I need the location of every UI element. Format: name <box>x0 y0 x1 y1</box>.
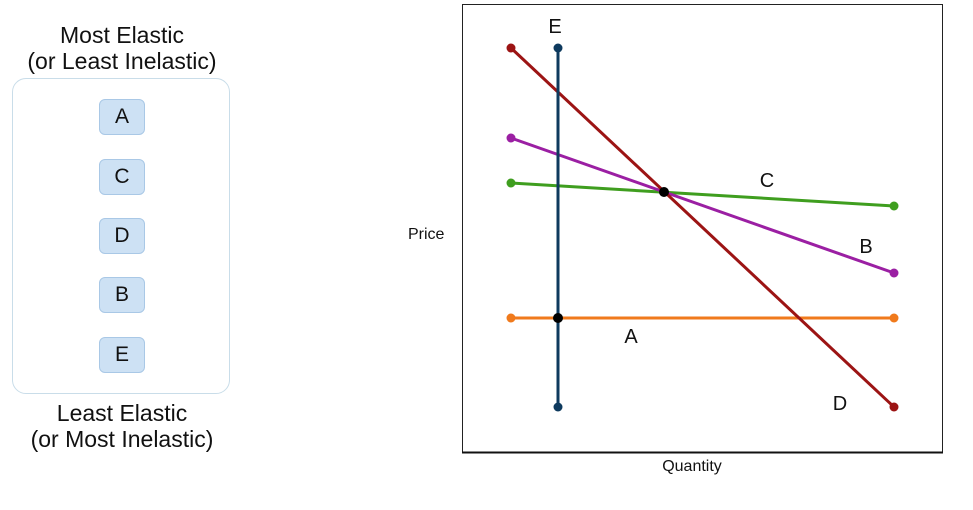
rank-chip-1[interactable]: A <box>99 99 145 135</box>
line-b-end-point[interactable] <box>889 268 899 278</box>
least-elastic-line1: Least Elastic <box>56 400 188 426</box>
line-a-start-point[interactable] <box>506 313 516 323</box>
line-c[interactable] <box>510 181 895 208</box>
most-elastic-line1: Most Elastic <box>60 22 184 48</box>
line-c-label: C <box>760 170 774 192</box>
x-axis-label: Quantity <box>662 458 722 475</box>
line-e-end-point[interactable] <box>553 402 563 412</box>
line-c-end-point[interactable] <box>889 201 899 211</box>
line-e-label: E <box>548 16 561 38</box>
line-a-label: A <box>624 326 638 348</box>
least-elastic-label: Least Elastic (or Most Inelastic) <box>0 400 244 452</box>
line-d-start-point[interactable] <box>506 43 516 53</box>
y-axis-label: Price <box>408 226 445 243</box>
line-b[interactable] <box>510 136 895 275</box>
rank-chip-3[interactable]: D <box>99 218 145 254</box>
intersection-point-bcd <box>659 187 669 197</box>
line-c-start-point[interactable] <box>506 178 516 188</box>
line-b-label: B <box>859 236 872 258</box>
line-d-label: D <box>833 393 847 415</box>
line-d[interactable] <box>509 46 896 409</box>
line-a-end-point[interactable] <box>889 313 899 323</box>
rank-chip-4[interactable]: B <box>99 277 145 313</box>
line-d-end-point[interactable] <box>889 402 899 412</box>
intersection-point-ae <box>553 313 563 323</box>
most-elastic-label: Most Elastic (or Least Inelastic) <box>0 22 244 74</box>
ranking-drop-zone[interactable]: A C D B E <box>12 78 230 394</box>
line-e-start-point[interactable] <box>553 43 563 53</box>
least-elastic-line2: (or Most Inelastic) <box>30 426 214 452</box>
line-b-start-point[interactable] <box>506 133 516 143</box>
rank-chip-5[interactable]: E <box>99 337 145 373</box>
elasticity-graph: Price Quantity A C B D E <box>408 4 943 475</box>
most-elastic-line2: (or Least Inelastic) <box>27 48 217 74</box>
rank-chip-2[interactable]: C <box>99 159 145 195</box>
